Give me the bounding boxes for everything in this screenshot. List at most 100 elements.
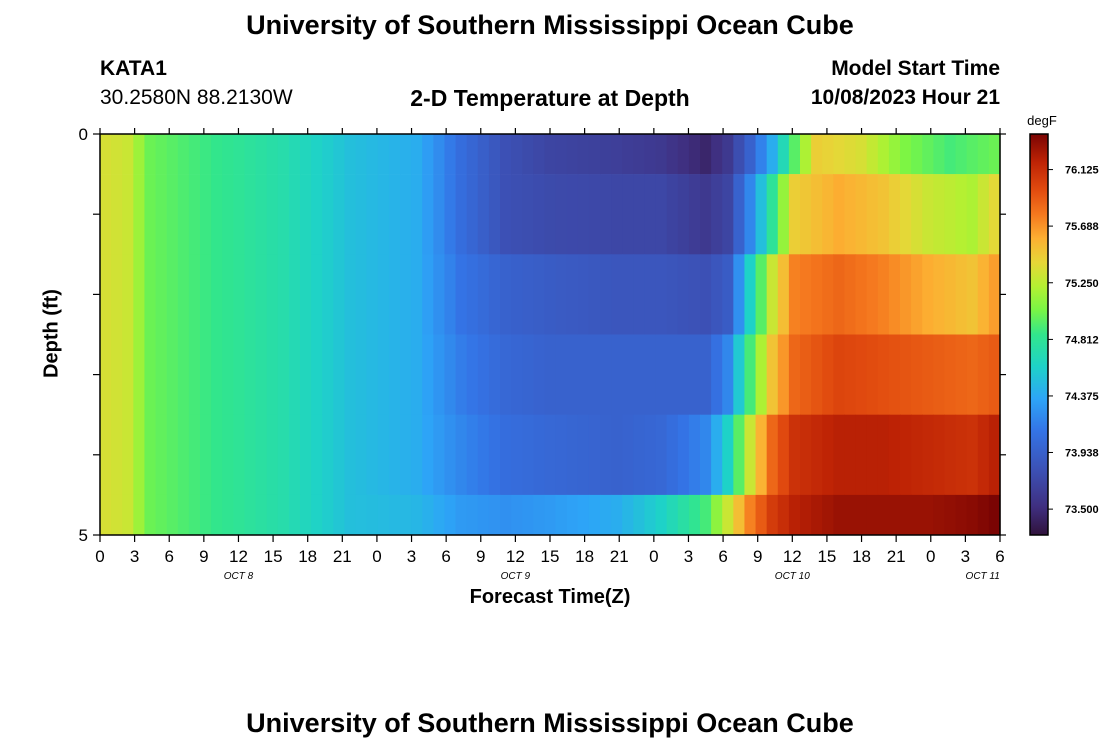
heatmap-cell (222, 334, 234, 415)
heatmap-cell (933, 174, 946, 255)
heatmap-cell (988, 254, 1001, 335)
heatmap-cell (333, 174, 346, 255)
heatmap-cell (344, 174, 357, 255)
heatmap-cell (766, 414, 779, 496)
heatmap-cell (500, 334, 512, 415)
heatmap-cell (777, 334, 790, 415)
heatmap-cell (200, 414, 212, 496)
heatmap-cell (322, 254, 334, 335)
heatmap-cell (588, 494, 601, 536)
heatmap-cell (444, 494, 457, 536)
heatmap-cell (277, 254, 290, 335)
heatmap-cell (588, 334, 601, 415)
heatmap-cell (222, 174, 234, 255)
heatmap-cell (355, 414, 368, 496)
heatmap-cell (800, 254, 812, 335)
heatmap-cell (733, 414, 746, 496)
heatmap-cell (677, 494, 690, 536)
heatmap-cell (477, 134, 490, 175)
heatmap-cell (877, 494, 890, 536)
heatmap-cell (455, 414, 468, 496)
heatmap-cell (422, 494, 434, 536)
heatmap-cell (722, 254, 734, 335)
heatmap-cell (311, 174, 323, 255)
heatmap-cell (200, 134, 212, 175)
heatmap-cell (377, 494, 390, 536)
x-tick-label: 3 (130, 547, 139, 566)
heatmap-cell (133, 494, 146, 536)
heatmap-cell (633, 134, 646, 175)
heatmap-cell (166, 134, 179, 175)
heatmap-cell (100, 334, 112, 415)
heatmap-cell (844, 494, 857, 536)
heatmap-cell (177, 414, 190, 496)
heatmap-cell (700, 134, 712, 175)
heatmap-cell (477, 494, 490, 536)
heatmap-cell (866, 494, 879, 536)
footer-title: University of Southern Mississippi Ocean… (246, 708, 854, 738)
x-tick-label: 18 (575, 547, 594, 566)
heatmap-cell (800, 334, 812, 415)
date-label: OCT 9 (501, 571, 531, 582)
heatmap-cell (444, 334, 457, 415)
heatmap-cell (966, 254, 979, 335)
heatmap-cell (900, 414, 912, 496)
heatmap-cell (722, 414, 734, 496)
heatmap-cell (233, 254, 246, 335)
heatmap-cell (244, 174, 257, 255)
heatmap-cell (611, 334, 623, 415)
heatmap-cell (266, 334, 279, 415)
heatmap-cell (400, 334, 412, 415)
heatmap-cell (811, 414, 823, 496)
heatmap-cell (188, 174, 201, 255)
heatmap-cell (688, 494, 701, 536)
heatmap-cell (611, 134, 623, 175)
station-id: KATA1 (100, 57, 167, 80)
heatmap-cell (644, 414, 657, 496)
heatmap-cell (688, 254, 701, 335)
heatmap-cell (788, 334, 801, 415)
heatmap-cell (288, 134, 301, 175)
heatmap-cell (888, 494, 901, 536)
heatmap-cell (466, 334, 479, 415)
heatmap-cell (711, 494, 723, 536)
heatmap-cell (900, 174, 912, 255)
heatmap-cell (988, 334, 1001, 415)
heatmap-cell (177, 174, 190, 255)
heatmap-cell (488, 414, 501, 496)
heatmap-cell (988, 494, 1001, 536)
heatmap-cell (211, 414, 223, 496)
heatmap-cell (755, 174, 768, 255)
date-label: OCT 11 (966, 571, 1000, 582)
heatmap-cell (344, 254, 357, 335)
heatmap-cell (422, 174, 434, 255)
x-tick-label: 3 (407, 547, 416, 566)
heatmap-cell (500, 134, 512, 175)
heatmap-cell (333, 494, 346, 536)
heatmap-cell (300, 414, 312, 496)
heatmap-cell (122, 334, 134, 415)
heatmap-cell (244, 134, 257, 175)
heatmap-cell (155, 334, 168, 415)
heatmap-cell (133, 414, 146, 496)
x-tick-label: 18 (298, 547, 317, 566)
heatmap-cell (466, 134, 479, 175)
heatmap-cell (344, 134, 357, 175)
heatmap-cell (422, 254, 434, 335)
heatmap-cell (844, 334, 857, 415)
colorbar-tick-label: 75.688 (1065, 221, 1099, 233)
heatmap-cell (822, 414, 834, 496)
heatmap-cell (144, 134, 157, 175)
heatmap-cell (933, 134, 946, 175)
heatmap-cell (177, 134, 190, 175)
heatmap-cell (788, 254, 801, 335)
heatmap-cell (744, 414, 757, 496)
heatmap-cell (555, 134, 568, 175)
heatmap-cell (144, 174, 157, 255)
heatmap-cell (411, 334, 423, 415)
heatmap-cell (866, 134, 879, 175)
heatmap-cell (655, 414, 668, 496)
heatmap-cell (544, 414, 557, 496)
heatmap-cell (633, 494, 646, 536)
heatmap-cell (566, 334, 579, 415)
